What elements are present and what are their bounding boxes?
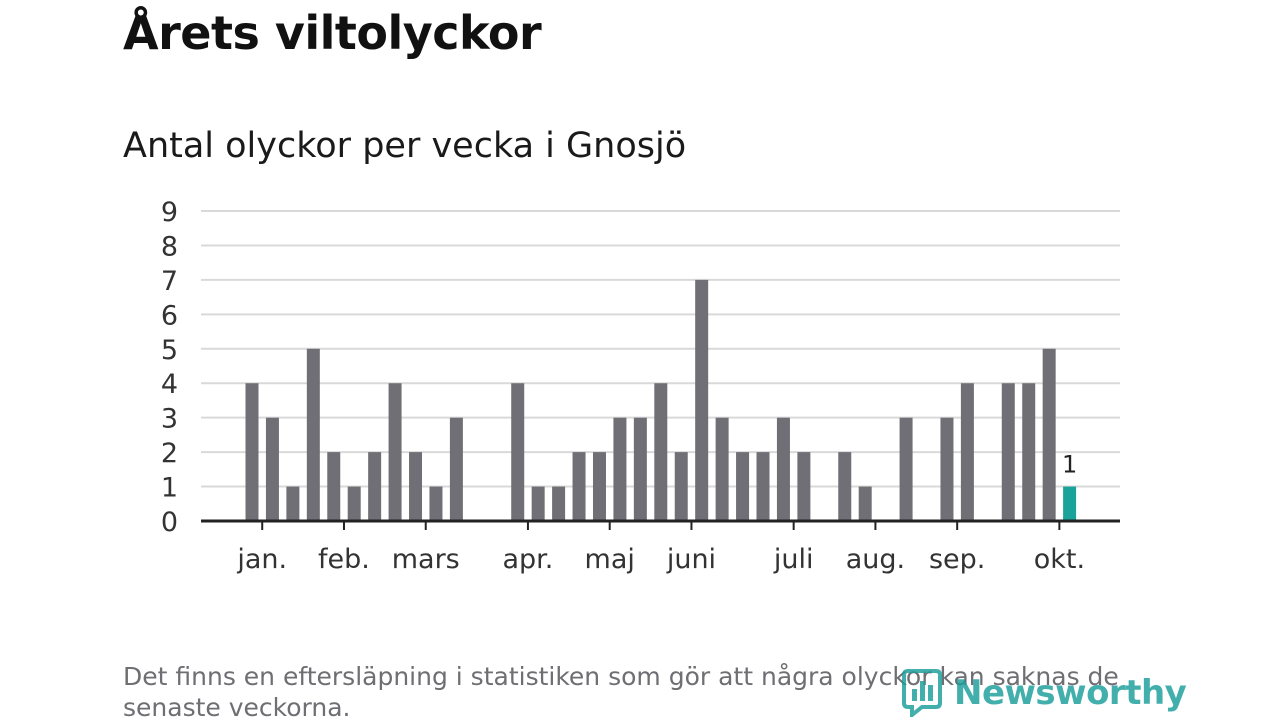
x-tick-label: juni	[666, 544, 716, 575]
y-axis-ticks: 01 23 45 67 89	[161, 197, 178, 538]
footnote: Det finns en eftersläpning i statistiken…	[123, 662, 1119, 720]
bar	[306, 348, 320, 521]
bar	[1063, 486, 1077, 521]
y-tick-label: 6	[161, 300, 178, 331]
bar	[613, 417, 627, 521]
y-tick-label: 2	[161, 438, 178, 469]
bar	[858, 486, 872, 521]
bar	[347, 486, 361, 521]
brand-name: Newsworthy	[954, 673, 1187, 713]
bar	[572, 452, 586, 521]
x-tick-label: juli	[773, 544, 814, 575]
x-tick-label: feb.	[318, 544, 370, 575]
y-tick-label: 9	[161, 197, 178, 228]
x-tick-label: maj	[585, 544, 635, 575]
x-tick-label: jan.	[236, 544, 287, 575]
data-label: 1	[1062, 451, 1077, 479]
bar	[449, 417, 463, 521]
chart-subtitle: Antal olyckor per vecka i Gnosjö	[123, 126, 687, 166]
bar	[286, 486, 300, 521]
bars	[245, 279, 1077, 521]
bar	[511, 383, 525, 521]
bar	[736, 452, 750, 521]
x-tick-label: mars	[392, 544, 460, 575]
bar	[592, 452, 606, 521]
y-tick-label: 1	[161, 473, 178, 504]
bar	[327, 452, 341, 521]
bar	[940, 417, 954, 521]
bar	[1001, 383, 1015, 521]
y-tick-label: 3	[161, 404, 178, 435]
bar	[899, 417, 913, 521]
y-tick-label: 0	[161, 507, 178, 538]
chart-title: Årets viltolyckor	[123, 6, 542, 60]
data-labels: 1	[1062, 451, 1077, 479]
bar	[838, 452, 852, 521]
x-axis-month-ticks: jan. feb. mars apr. maj juni juli aug. sep. okt.	[236, 521, 1085, 575]
bar	[960, 383, 974, 521]
newsworthy-logo-icon	[902, 669, 942, 717]
bar	[776, 417, 790, 521]
bar	[1042, 348, 1056, 521]
bar	[674, 452, 688, 521]
bar	[654, 383, 668, 521]
bar	[245, 383, 259, 521]
bar	[756, 452, 770, 521]
bar	[429, 486, 443, 521]
y-tick-label: 8	[161, 231, 178, 262]
bar	[715, 417, 729, 521]
bar	[552, 486, 566, 521]
bar	[695, 279, 709, 521]
x-tick-label: apr.	[502, 544, 553, 575]
bar	[368, 452, 382, 521]
x-tick-label: sep.	[929, 544, 985, 575]
x-tick-label: okt.	[1034, 544, 1085, 575]
bar	[409, 452, 423, 521]
brand-logo: Newsworthy	[900, 668, 1187, 718]
bar	[265, 417, 279, 521]
bar	[388, 383, 402, 521]
y-tick-label: 7	[161, 266, 178, 297]
x-tick-label: aug.	[846, 544, 905, 575]
y-tick-label: 5	[161, 335, 178, 366]
bar	[1022, 383, 1036, 521]
y-tick-label: 4	[161, 369, 178, 400]
bar	[797, 452, 811, 521]
bar	[531, 486, 545, 521]
bar	[633, 417, 647, 521]
